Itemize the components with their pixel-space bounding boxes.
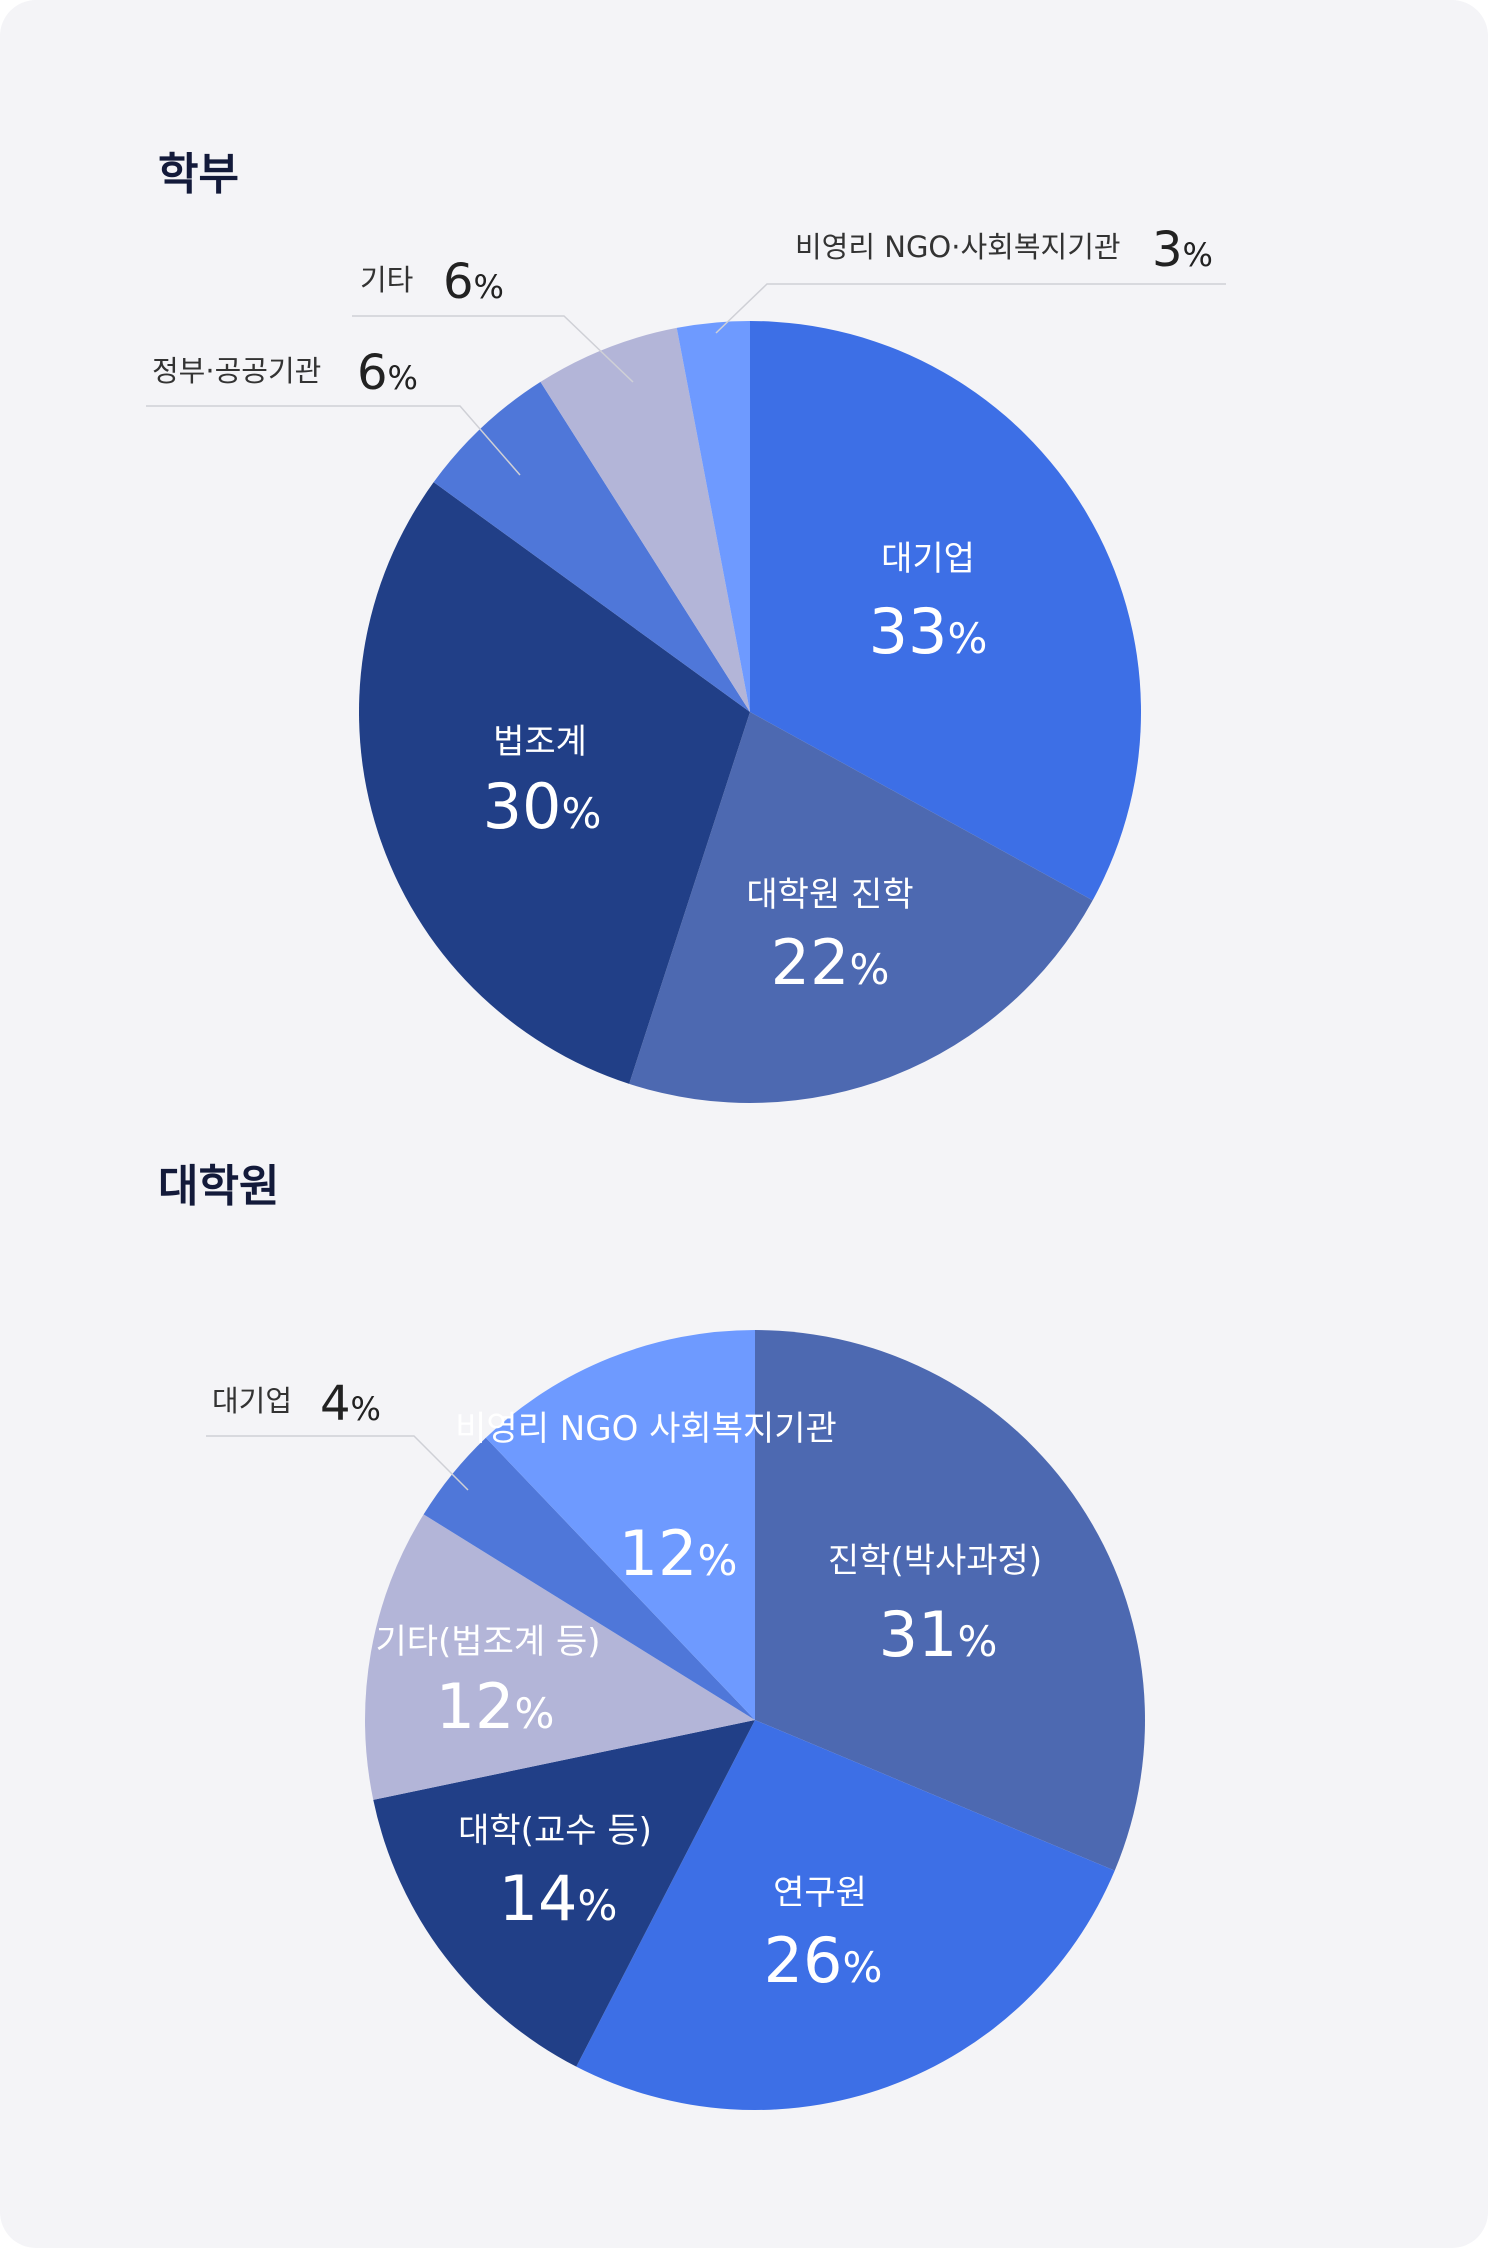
slice-value: 6% — [357, 345, 418, 401]
slice-label: 법조계 — [493, 722, 587, 762]
slice-label: 대학(교수 등) — [458, 1811, 652, 1851]
pie-slice — [485, 1330, 755, 1720]
slice-label: 대기업 — [212, 1384, 292, 1418]
leader-line — [352, 315, 634, 383]
slice-value: 3% — [1152, 222, 1213, 278]
chart-title-graduate: 대학원 — [158, 1161, 280, 1212]
pie-slice — [576, 1720, 1115, 2111]
pie-slice — [629, 712, 1093, 1104]
slice-value: 26% — [764, 1924, 883, 1997]
slice-value: 14% — [499, 1862, 618, 1935]
pie-slice — [373, 1720, 755, 2067]
slice-label: 진학(박사과정) — [828, 1541, 1042, 1581]
pie-slice — [433, 381, 750, 712]
pie-slice — [423, 1437, 755, 1720]
slice-label: 연구원 — [773, 1873, 867, 1913]
pie-slice — [755, 1330, 1145, 1871]
slice-value: 33% — [869, 595, 988, 668]
slice-value: 30% — [483, 770, 602, 843]
slice-label: 기타(법조계 등) — [375, 1622, 600, 1662]
pie-slice — [540, 327, 750, 712]
pie-chart-undergrad — [358, 321, 1142, 1104]
slice-value: 12% — [436, 1670, 555, 1743]
pie-labels-undergrad: 대기업 33% 대학원 진학 22% 법조계 30% 정부·공공기관 6% 기타… — [146, 222, 1226, 999]
slice-value: 31% — [879, 1598, 998, 1671]
slice-value: 22% — [771, 926, 890, 999]
chart-title-undergrad: 학부 — [158, 149, 239, 200]
leader-line — [715, 283, 1226, 334]
leader-line — [146, 405, 521, 476]
leader-line — [206, 1435, 469, 1491]
slice-label: 대기업 — [881, 539, 975, 579]
pie-slice — [365, 1514, 755, 1800]
slice-label: 대학원 진학 — [746, 875, 913, 915]
pie-slice — [358, 482, 750, 1084]
slice-value: 4% — [320, 1376, 381, 1432]
slice-value: 12% — [619, 1517, 738, 1590]
slice-label: 비영리 NGO 사회복지기관 — [455, 1409, 837, 1449]
pie-chart-graduate — [365, 1330, 1145, 2111]
pie-labels-graduate: 진학(박사과정) 31% 연구원 26% 대학(교수 등) 14% 기타(법조계… — [206, 1376, 1042, 1997]
slice-value: 6% — [443, 254, 504, 310]
pie-slice — [750, 321, 1142, 901]
slice-label: 비영리 NGO·사회복지기관 — [795, 230, 1121, 264]
slice-label: 정부·공공기관 — [152, 354, 321, 388]
slice-label: 기타 — [360, 263, 413, 297]
pie-slice — [676, 321, 750, 712]
